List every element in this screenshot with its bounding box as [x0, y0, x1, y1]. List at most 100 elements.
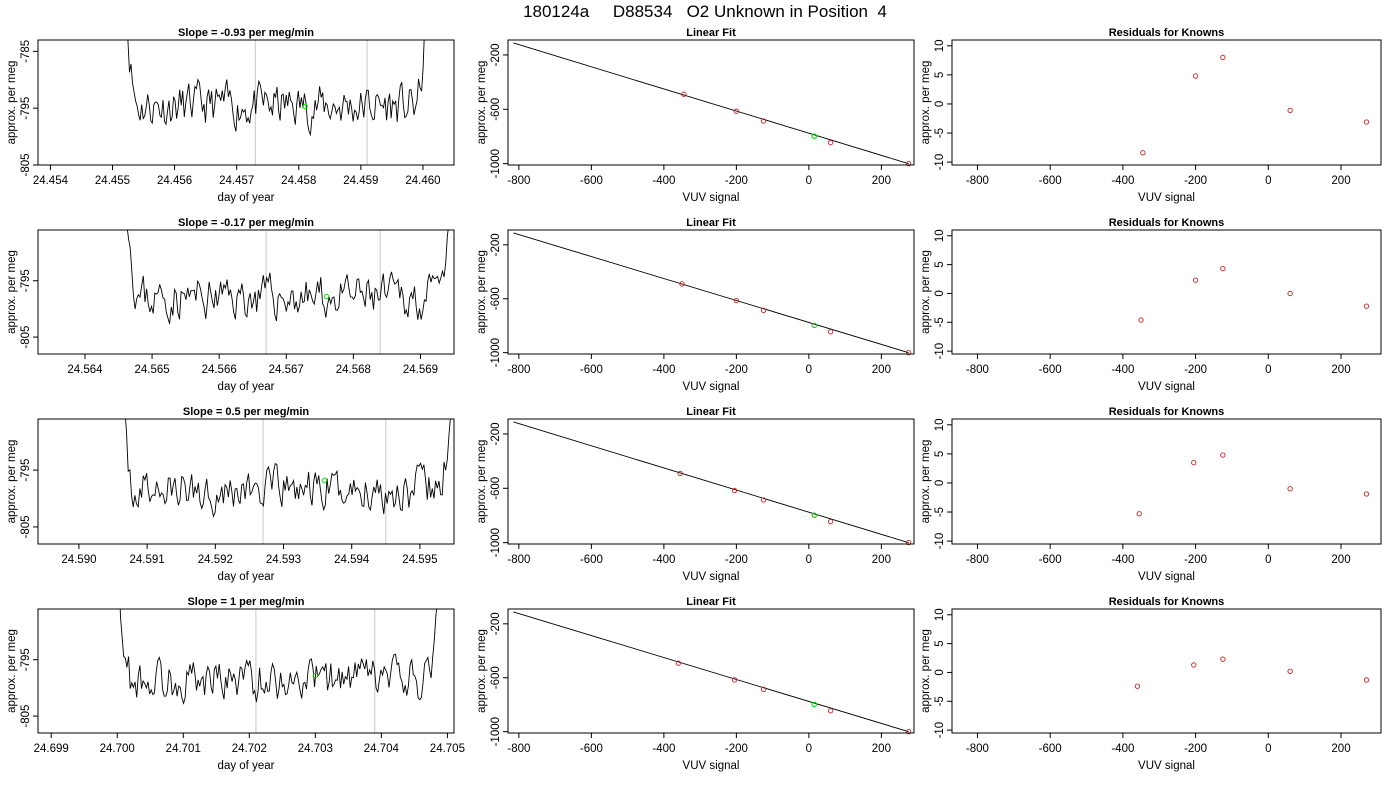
unknown-marker	[302, 103, 308, 110]
y-tick-label: -600	[490, 666, 502, 689]
known-point-1	[1138, 317, 1144, 323]
x-tick-label: 24.592	[198, 554, 233, 566]
y-tick-label: 5	[934, 640, 946, 646]
known-point-4	[1287, 290, 1293, 297]
known-point-2	[733, 108, 740, 114]
x-tick-label: -800	[507, 554, 530, 566]
y-tick-label: -795	[20, 459, 32, 482]
x-tick-label: 24.564	[67, 364, 103, 376]
y-tick-label: 0	[934, 480, 946, 486]
x-tick-label: 0	[1265, 175, 1271, 187]
y-tick-label: -600	[490, 477, 502, 500]
x-tick-label: -200	[1184, 743, 1207, 755]
known-point-5	[1363, 491, 1370, 497]
x-tick-label: 200	[872, 554, 891, 566]
y-tick-label: -5	[934, 317, 946, 327]
unknown-marker	[321, 477, 328, 484]
known-point-2	[1191, 459, 1197, 466]
x-tick-label: 24.569	[403, 364, 438, 376]
x-tick-label: 24.566	[202, 364, 237, 376]
y-tick-label: -10	[934, 343, 946, 360]
unknown-marker	[323, 293, 330, 300]
panel-title: Slope = 0.5 per meg/min	[183, 406, 310, 418]
x-tick-label: 0	[806, 554, 812, 566]
trace-series	[127, 40, 425, 137]
y-axis-label: approx. per meg	[6, 440, 18, 524]
x-tick-label: -400	[652, 743, 675, 755]
x-tick-label: 24.567	[269, 364, 304, 376]
x-tick-label: -800	[966, 364, 989, 376]
trace-panel-1: 24.454 24.455 24.456 24.457 24.458 24.459 24.4…	[6, 27, 455, 204]
y-tick-label: -5	[934, 128, 946, 138]
x-tick-label: -600	[580, 743, 603, 755]
unknown-point	[811, 701, 817, 708]
y-tick-label: -10	[934, 154, 946, 171]
known-point-3	[1220, 656, 1226, 662]
x-axis-label: VUV signal	[1138, 192, 1195, 204]
y-tick-label: 10	[934, 608, 946, 621]
fit-panel-4: -800 -600 -400 -200 0 200 -200 -600 -1000 Linear …	[476, 596, 915, 772]
x-tick-label: -600	[580, 364, 603, 376]
x-tick-label: 200	[1331, 175, 1350, 187]
x-tick-label: -600	[1039, 175, 1062, 187]
x-tick-label: -600	[580, 554, 603, 566]
known-point-3	[760, 497, 767, 503]
known-point-4	[827, 518, 834, 525]
known-point-3	[1220, 265, 1226, 272]
x-tick-label: -400	[652, 364, 675, 376]
x-axis-label: day of year	[218, 571, 275, 583]
known-point-3	[760, 686, 767, 692]
y-tick-label: 5	[934, 72, 946, 78]
x-tick-label: -800	[966, 743, 989, 755]
y-tick-label: 10	[934, 418, 946, 431]
x-tick-label: -400	[1111, 364, 1134, 376]
x-tick-label: 0	[806, 175, 812, 187]
known-point-3	[760, 307, 767, 313]
x-tick-label: -600	[580, 175, 603, 187]
residuals-panel-4: -800 -600 -400 -200 0 200 10 5 0 -5 -10 Residuals f…	[920, 596, 1382, 772]
panel-grid: 24.454 24.455 24.456 24.457 24.458 24.459 24.4…	[6, 27, 1382, 772]
x-tick-label: 24.568	[336, 364, 371, 376]
y-tick-label: -805	[20, 326, 32, 349]
fit-line	[513, 232, 909, 354]
x-tick-label: 24.565	[134, 364, 169, 376]
known-point-4	[1287, 486, 1293, 492]
panel-title: Linear Fit	[686, 406, 736, 418]
y-axis-label: approx. per meg	[476, 440, 488, 524]
x-tick-label: -200	[725, 554, 748, 566]
known-point-5	[1363, 119, 1370, 125]
panel-title: Slope = -0.93 per meg/min	[178, 27, 314, 39]
fit-panel-3: -800 -600 -400 -200 0 200 -200 -600 -1000 Linear …	[476, 406, 915, 583]
y-tick-label: 0	[934, 290, 946, 296]
x-tick-label: 24.699	[34, 743, 69, 755]
x-axis-label: day of year	[218, 381, 275, 393]
x-tick-label: -400	[652, 554, 675, 566]
known-point-5	[905, 350, 912, 356]
y-tick-label: 10	[934, 229, 946, 242]
y-tick-label: -805	[20, 705, 32, 728]
x-tick-label: -800	[507, 364, 530, 376]
x-tick-label: -400	[1111, 175, 1134, 187]
plot-frame	[37, 39, 455, 166]
y-tick-label: -600	[490, 287, 502, 310]
y-tick-label: -1000	[490, 528, 502, 557]
panel-title: Residuals for Knowns	[1109, 27, 1225, 39]
x-axis-label: VUV signal	[1138, 571, 1195, 583]
y-tick-label: -200	[490, 422, 502, 445]
known-point-1	[1134, 683, 1141, 689]
y-tick-label: 5	[934, 451, 946, 457]
x-tick-label: 24.460	[405, 175, 440, 187]
y-tick-label: -795	[20, 648, 32, 671]
x-tick-label: 200	[872, 743, 891, 755]
panel-title: Slope = 1 per meg/min	[187, 596, 304, 608]
plot-frame	[951, 229, 1382, 355]
main-title: 180124a D88534 O2 Unknown in Position 4	[523, 2, 887, 21]
x-tick-label: 24.458	[281, 175, 316, 187]
y-axis-label: approx. per meg	[6, 629, 18, 713]
x-tick-label: -800	[966, 175, 989, 187]
known-point-1	[1136, 511, 1142, 517]
y-axis-label: approx. per meg	[476, 250, 488, 334]
x-tick-label: 24.457	[219, 175, 254, 187]
x-tick-label: -800	[507, 743, 530, 755]
known-point-5	[905, 539, 912, 546]
